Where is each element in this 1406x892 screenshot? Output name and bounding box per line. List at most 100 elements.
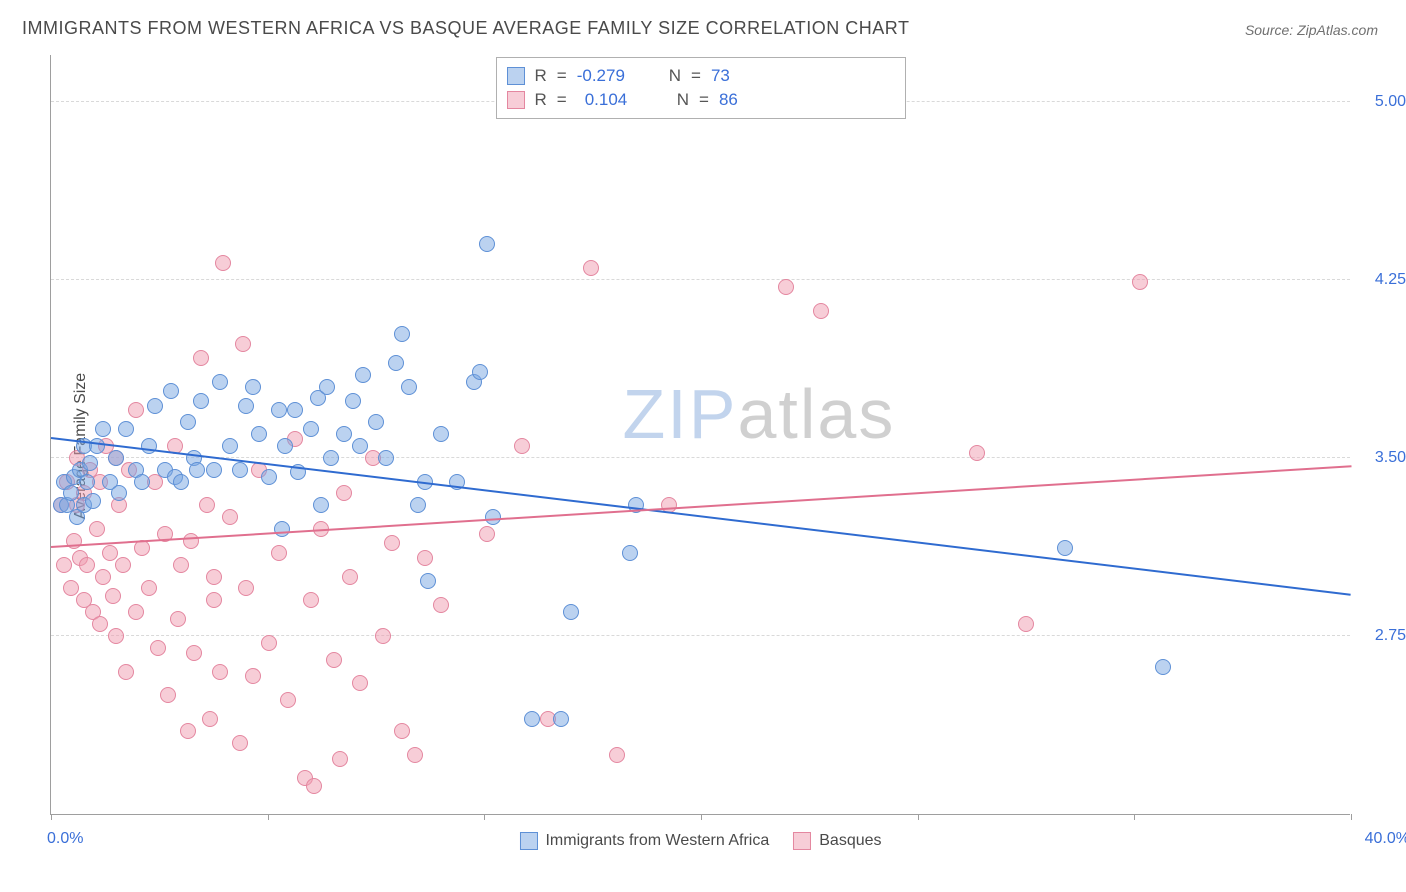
scatter-point-basques <box>183 533 199 549</box>
source-value: ZipAtlas.com <box>1297 22 1378 38</box>
r-value-series-b: 0.104 <box>577 90 645 110</box>
equals-sign: = <box>557 66 567 86</box>
scatter-point-immigrants <box>345 393 361 409</box>
scatter-point-basques <box>56 557 72 573</box>
scatter-point-immigrants <box>388 355 404 371</box>
scatter-point-immigrants <box>212 374 228 390</box>
scatter-point-basques <box>160 687 176 703</box>
scatter-point-immigrants <box>1057 540 1073 556</box>
scatter-point-immigrants <box>79 474 95 490</box>
scatter-point-basques <box>332 751 348 767</box>
scatter-point-basques <box>303 592 319 608</box>
scatter-point-basques <box>609 747 625 763</box>
x-tick <box>51 814 52 820</box>
x-tick <box>484 814 485 820</box>
gridline <box>51 635 1350 636</box>
correlation-legend-box: R = -0.279 N = 73 R = 0.104 N = 86 <box>496 57 906 119</box>
correlation-row-series-b: R = 0.104 N = 86 <box>507 88 895 112</box>
scatter-point-basques <box>108 628 124 644</box>
r-label: R <box>535 66 547 86</box>
correlation-row-series-a: R = -0.279 N = 73 <box>507 64 895 88</box>
scatter-point-immigrants <box>180 414 196 430</box>
scatter-point-basques <box>193 350 209 366</box>
scatter-point-basques <box>186 645 202 661</box>
gridline <box>51 279 1350 280</box>
watermark-text: ZIPatlas <box>623 374 896 454</box>
scatter-point-immigrants <box>232 462 248 478</box>
n-value-series-b: 86 <box>719 90 779 110</box>
scatter-point-immigrants <box>95 421 111 437</box>
scatter-point-immigrants <box>251 426 267 442</box>
equals-sign: = <box>557 90 567 110</box>
scatter-point-immigrants <box>63 485 79 501</box>
scatter-point-basques <box>63 580 79 596</box>
watermark-zip: ZIP <box>623 375 738 453</box>
scatter-point-basques <box>417 550 433 566</box>
legend-swatch-series-a <box>519 832 537 850</box>
scatter-point-basques <box>326 652 342 668</box>
scatter-point-immigrants <box>274 521 290 537</box>
scatter-point-basques <box>180 723 196 739</box>
scatter-point-basques <box>1132 274 1148 290</box>
scatter-point-immigrants <box>433 426 449 442</box>
scatter-point-immigrants <box>238 398 254 414</box>
r-value-series-a: -0.279 <box>577 66 637 86</box>
scatter-point-basques <box>92 616 108 632</box>
scatter-point-basques <box>375 628 391 644</box>
gridline <box>51 457 1350 458</box>
scatter-point-immigrants <box>485 509 501 525</box>
scatter-point-immigrants <box>222 438 238 454</box>
scatter-point-basques <box>407 747 423 763</box>
scatter-point-immigrants <box>336 426 352 442</box>
scatter-point-basques <box>394 723 410 739</box>
scatter-point-immigrants <box>524 711 540 727</box>
scatter-point-immigrants <box>472 364 488 380</box>
source-label: Source: <box>1245 22 1293 38</box>
equals-sign: = <box>699 90 709 110</box>
scatter-point-immigrants <box>319 379 335 395</box>
scatter-point-basques <box>202 711 218 727</box>
scatter-point-immigrants <box>420 573 436 589</box>
legend-swatch-series-b <box>507 91 525 109</box>
scatter-point-immigrants <box>261 469 277 485</box>
scatter-point-basques <box>479 526 495 542</box>
scatter-point-basques <box>813 303 829 319</box>
scatter-point-basques <box>261 635 277 651</box>
scatter-point-immigrants <box>352 438 368 454</box>
scatter-point-basques <box>89 521 105 537</box>
n-label: N <box>677 90 689 110</box>
scatter-point-basques <box>170 611 186 627</box>
scatter-point-basques <box>433 597 449 613</box>
scatter-point-immigrants <box>479 236 495 252</box>
x-tick <box>1351 814 1352 820</box>
scatter-point-immigrants <box>287 402 303 418</box>
scatter-point-basques <box>206 569 222 585</box>
scatter-point-basques <box>141 580 157 596</box>
x-axis-min-label: 0.0% <box>47 830 83 848</box>
series-legend: Immigrants from Western Africa Basques <box>519 832 881 850</box>
scatter-point-basques <box>102 545 118 561</box>
scatter-point-immigrants <box>189 462 205 478</box>
scatter-point-immigrants <box>245 379 261 395</box>
scatter-point-basques <box>778 279 794 295</box>
scatter-point-immigrants <box>563 604 579 620</box>
x-tick <box>1134 814 1135 820</box>
scatter-point-immigrants <box>355 367 371 383</box>
source-attribution: Source: ZipAtlas.com <box>1245 22 1378 38</box>
y-tick-label: 4.25 <box>1358 271 1406 289</box>
scatter-point-immigrants <box>147 398 163 414</box>
scatter-point-immigrants <box>163 383 179 399</box>
chart-title: IMMIGRANTS FROM WESTERN AFRICA VS BASQUE… <box>22 18 909 39</box>
legend-item-series-a: Immigrants from Western Africa <box>519 832 769 850</box>
scatter-point-immigrants <box>303 421 319 437</box>
scatter-point-basques <box>352 675 368 691</box>
scatter-point-basques <box>173 557 189 573</box>
scatter-point-immigrants <box>206 462 222 478</box>
legend-label-series-a: Immigrants from Western Africa <box>545 832 769 850</box>
scatter-point-basques <box>118 664 134 680</box>
x-axis-max-label: 40.0% <box>1365 830 1406 848</box>
scatter-point-immigrants <box>134 474 150 490</box>
scatter-point-immigrants <box>378 450 394 466</box>
scatter-point-basques <box>232 735 248 751</box>
scatter-point-immigrants <box>1155 659 1171 675</box>
